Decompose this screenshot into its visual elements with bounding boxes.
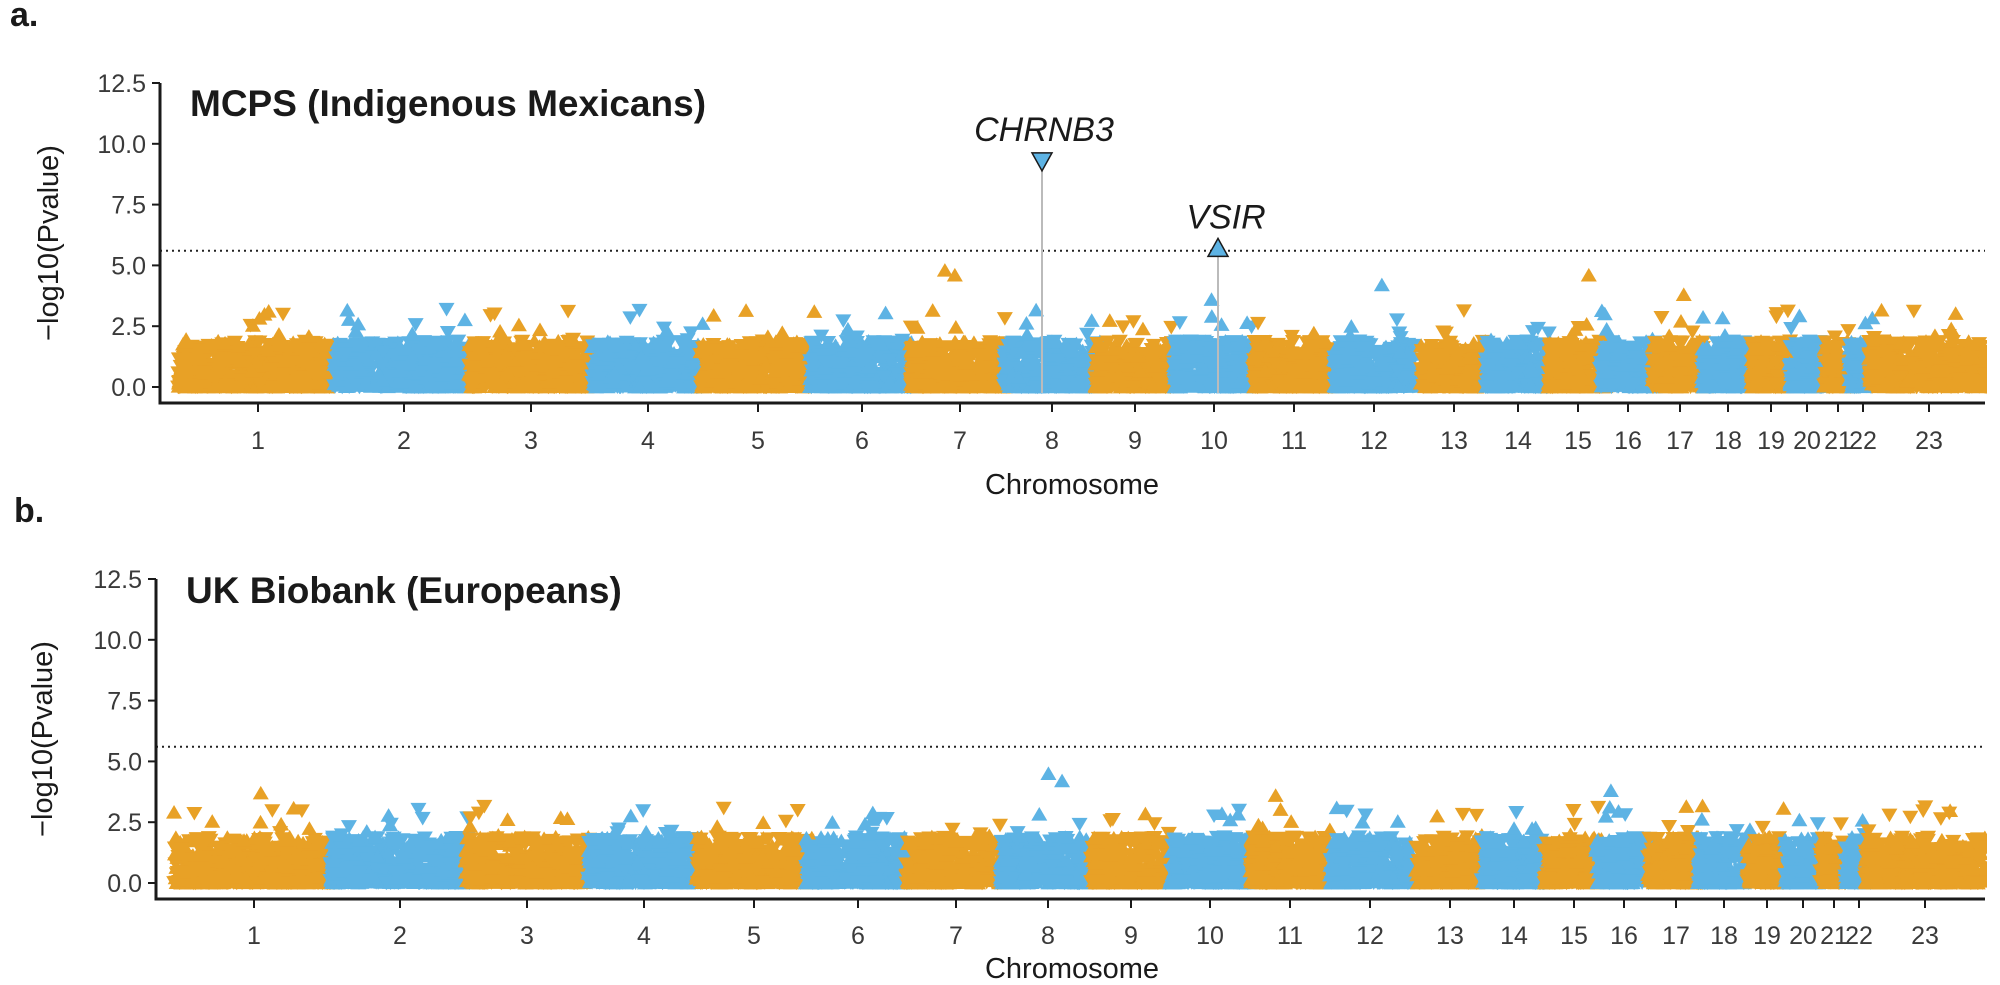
x-tick-label: 5 — [747, 922, 761, 950]
annotation-marker — [1206, 236, 1230, 258]
annotation-marker — [1030, 152, 1054, 173]
x-tick-label: 1 — [247, 922, 261, 950]
snp-points — [170, 302, 1987, 395]
y-tick-label: 5.0 — [107, 748, 142, 776]
plot-title: MCPS (Indigenous Mexicans) — [190, 83, 706, 124]
x-tick-label: 17 — [1666, 427, 1694, 455]
panel-label-b: b. — [14, 492, 45, 530]
plot-title: UK Biobank (Europeans) — [186, 570, 622, 611]
x-tick-label: 21 — [1820, 922, 1848, 950]
peak-point — [1373, 277, 1390, 292]
x-tick-label: 11 — [1277, 922, 1303, 950]
x-axis-title: Chromosome — [985, 953, 1159, 985]
y-tick-label: 12.5 — [97, 70, 146, 98]
x-tick-label: 9 — [1124, 922, 1138, 950]
y-tick-label: 2.5 — [111, 313, 146, 341]
x-tick-label: 22 — [1849, 427, 1877, 455]
x-tick-label: 19 — [1757, 427, 1785, 455]
x-tick-label: 10 — [1196, 922, 1224, 950]
x-tick-label: 21 — [1824, 427, 1852, 455]
peak-point — [1580, 267, 1597, 282]
y-axis-title: −log10(Pvalue) — [27, 641, 59, 837]
peak-point — [1602, 783, 1619, 797]
x-tick-label: 18 — [1714, 427, 1742, 455]
x-tick-label: 19 — [1753, 922, 1781, 950]
peak-point — [1267, 788, 1284, 802]
x-tick-label: 20 — [1793, 427, 1821, 455]
x-tick-label: 4 — [637, 922, 651, 950]
x-tick-label: 15 — [1560, 922, 1588, 950]
x-tick-label: 3 — [524, 427, 538, 455]
peak-point — [1040, 766, 1057, 780]
x-tick-label: 1 — [251, 427, 265, 455]
panel-label-a: a. — [10, 0, 39, 34]
x-tick-label: 23 — [1915, 427, 1943, 455]
gene-label-vsir: VSIR — [1186, 198, 1265, 236]
x-tick-label: 10 — [1200, 427, 1228, 455]
x-tick-label: 17 — [1662, 922, 1690, 950]
x-tick-label: 14 — [1500, 922, 1528, 950]
gene-label-chrnb3: CHRNB3 — [974, 111, 1114, 149]
y-tick-label: 7.5 — [111, 192, 146, 220]
y-tick-label: 12.5 — [93, 566, 142, 594]
peak-point — [252, 785, 269, 800]
y-tick-label: 7.5 — [107, 688, 142, 716]
peak-point — [1054, 773, 1071, 788]
panel-b-plot: 0.02.55.07.510.012.51 2 3 4 5 6 7 8 9 10 11 12 13 14 1… — [27, 566, 1987, 985]
y-axis-title: −log10(Pvalue) — [33, 145, 65, 341]
x-axis-title: Chromosome — [985, 469, 1159, 501]
y-tick-label: 10.0 — [93, 627, 142, 655]
peak-point — [1203, 292, 1220, 306]
x-tick-label: 14 — [1504, 427, 1532, 455]
peak-point — [936, 263, 953, 277]
x-tick-label: 3 — [520, 922, 534, 950]
x-tick-label: 16 — [1614, 427, 1642, 455]
x-tick-label: 12 — [1356, 922, 1384, 950]
y-tick-label: 0.0 — [111, 374, 146, 402]
x-tick-label: 2 — [393, 922, 407, 950]
x-tick-label: 8 — [1045, 427, 1059, 455]
x-tick-label: 20 — [1789, 922, 1817, 950]
x-tick-label: 9 — [1128, 427, 1142, 455]
x-tick-label: 6 — [851, 922, 865, 950]
x-tick-label: 12 — [1360, 427, 1388, 455]
x-tick-label: 2 — [397, 427, 411, 455]
y-tick-label: 2.5 — [107, 809, 142, 837]
x-tick-label: 22 — [1845, 922, 1873, 950]
x-tick-label: 5 — [751, 427, 765, 455]
snp-points — [166, 798, 1987, 891]
x-tick-label: 16 — [1610, 922, 1638, 950]
y-tick-label: 10.0 — [97, 131, 146, 159]
peak-point — [1675, 287, 1692, 301]
x-tick-label: 7 — [953, 427, 967, 455]
x-tick-label: 23 — [1911, 922, 1939, 950]
x-tick-label: 13 — [1436, 922, 1464, 950]
y-tick-label: 5.0 — [111, 252, 146, 280]
x-tick-label: 7 — [949, 922, 963, 950]
x-tick-label: 13 — [1440, 427, 1468, 455]
x-tick-label: 15 — [1564, 427, 1592, 455]
y-tick-label: 0.0 — [107, 870, 142, 898]
x-tick-label: 8 — [1041, 922, 1055, 950]
x-tick-label: 18 — [1710, 922, 1738, 950]
x-tick-label: 4 — [641, 427, 655, 455]
x-tick-label: 11 — [1281, 427, 1307, 455]
peak-point — [946, 267, 963, 282]
x-tick-label: 6 — [855, 427, 869, 455]
